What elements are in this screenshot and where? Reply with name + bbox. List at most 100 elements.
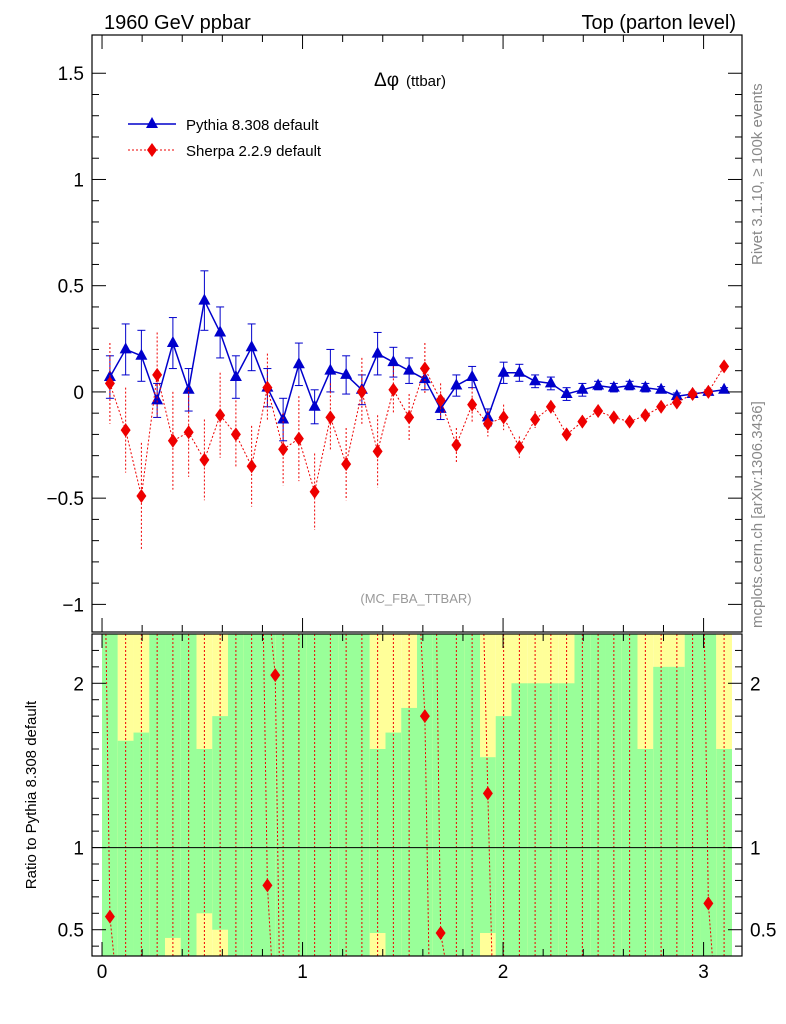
ratio-connector <box>262 633 268 886</box>
ratio-x-tick-label: 3 <box>698 962 709 983</box>
data-point <box>308 399 321 411</box>
data-point <box>687 387 698 402</box>
data-point <box>655 382 668 394</box>
ratio-x-tick-label: 0 <box>97 962 108 983</box>
main-series-layer <box>103 270 731 550</box>
data-point <box>623 378 636 390</box>
ratio-connector <box>703 633 709 904</box>
data-point <box>718 382 731 394</box>
y-tick-label: 1 <box>73 170 84 191</box>
band-inner <box>700 634 717 956</box>
data-point <box>607 380 620 392</box>
ratio-y-tick-label-right: 1 <box>750 839 761 860</box>
ratio-connector <box>707 903 713 957</box>
ratio-series-layer <box>104 633 725 957</box>
ratio-bands-layer <box>102 634 732 956</box>
data-point <box>497 365 510 377</box>
legend-marker-pythia <box>146 117 158 128</box>
main-ticks-layer: −1 −0.5 0 0.5 1 1.5 <box>46 35 742 632</box>
data-point <box>387 355 400 367</box>
ratio-connector <box>483 633 489 794</box>
data-point <box>544 376 557 388</box>
data-point <box>671 395 682 410</box>
y-tick-label: −0.5 <box>46 489 84 510</box>
y-tick-label: −1 <box>62 595 84 616</box>
data-point <box>230 427 241 442</box>
analysis-id: (MC_FBA_TTBAR) <box>360 591 471 606</box>
ratio-point <box>703 896 714 911</box>
data-point <box>245 340 258 352</box>
ratio-ticks-layer: 0.5 0.5 1 1 2 2 0 1 2 3 <box>58 634 776 983</box>
band-inner <box>133 732 150 956</box>
data-point <box>466 370 479 382</box>
data-point <box>293 431 304 446</box>
data-point <box>419 361 430 376</box>
header-left: 1960 GeV ppbar <box>104 12 251 34</box>
data-point <box>639 380 652 392</box>
ratio-connector <box>105 633 111 917</box>
data-point <box>309 484 320 499</box>
plot-title-symbol: Δφ <box>374 70 399 91</box>
data-point <box>388 382 399 397</box>
band-inner <box>165 634 181 938</box>
data-point <box>246 459 257 474</box>
data-point <box>356 384 367 399</box>
ratio-point <box>270 668 281 683</box>
data-point <box>640 408 651 423</box>
data-point <box>262 380 273 395</box>
data-point <box>278 442 289 457</box>
data-point <box>404 410 415 425</box>
data-point <box>325 410 336 425</box>
data-point <box>608 410 619 425</box>
ratio-connector <box>109 916 115 957</box>
data-point <box>560 387 573 399</box>
data-point <box>166 336 179 348</box>
band-inner <box>417 634 433 956</box>
plot-title: (ttbar) <box>406 73 446 90</box>
data-point <box>593 404 604 419</box>
data-point <box>719 359 730 374</box>
data-point <box>199 452 210 467</box>
mcplots-label: mcplots.cern.ch [arXiv:1306.3436] <box>749 401 766 628</box>
data-point <box>514 440 525 455</box>
ratio-y-tick-label: 2 <box>73 674 84 695</box>
data-point <box>372 444 383 459</box>
rivet-label: Rivet 3.1.10, ≥ 100k events <box>749 83 766 265</box>
data-point <box>545 399 556 414</box>
data-point <box>450 378 463 390</box>
data-point <box>529 374 542 386</box>
data-point <box>624 414 635 429</box>
data-point <box>136 489 147 504</box>
ratio-frame <box>91 633 743 957</box>
ratio-point <box>419 709 430 724</box>
data-point <box>371 346 384 358</box>
ratio-point <box>435 926 446 940</box>
band-inner <box>117 740 134 956</box>
ratio-y-tick-label-right: 2 <box>750 674 761 695</box>
ratio-point <box>104 909 115 924</box>
data-point <box>703 384 714 399</box>
legend-marker-sherpa <box>147 143 157 157</box>
ratio-y-tick-label-right: 0.5 <box>750 921 776 942</box>
data-point <box>120 423 131 438</box>
header-right: Top (parton level) <box>581 12 736 34</box>
data-point <box>183 425 194 440</box>
ratio-y-tick-label: 0.5 <box>58 921 84 942</box>
data-point <box>530 412 541 427</box>
data-point <box>198 293 211 305</box>
data-point <box>656 399 667 414</box>
data-point <box>215 408 226 423</box>
series-line-1 <box>109 366 725 497</box>
ratio-point <box>482 786 493 801</box>
data-point <box>435 393 446 408</box>
data-point <box>341 457 352 472</box>
data-point <box>229 370 242 382</box>
ratio-connector <box>487 793 493 957</box>
data-point <box>119 342 132 354</box>
data-point <box>340 367 353 379</box>
ratio-y-tick-label: 1 <box>73 839 84 860</box>
data-point <box>498 410 509 425</box>
data-point <box>167 433 178 448</box>
band-inner <box>385 732 402 956</box>
